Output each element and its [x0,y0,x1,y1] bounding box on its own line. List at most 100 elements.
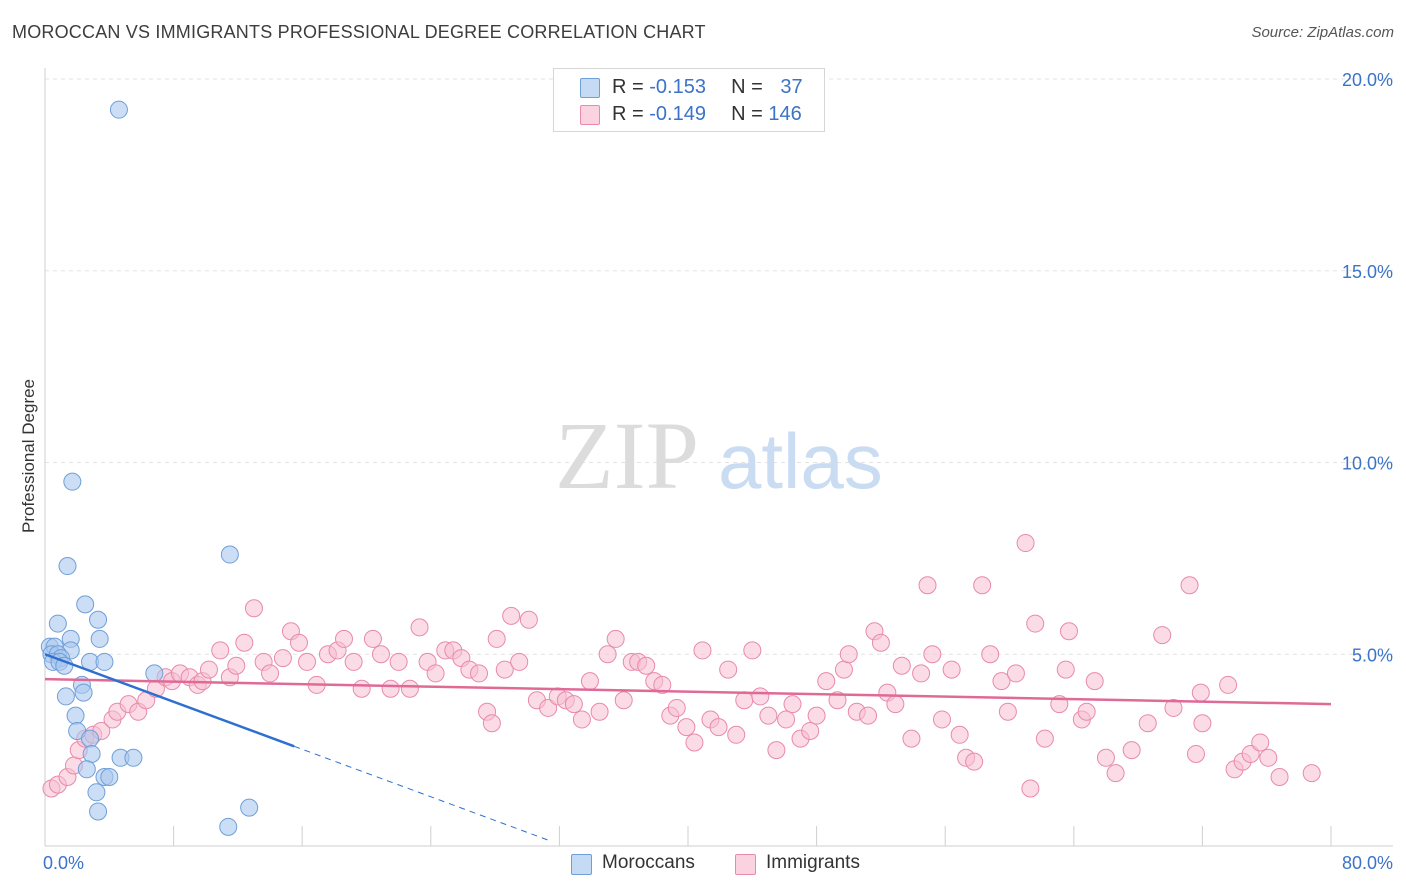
immigrants-point [932,710,951,729]
immigrants-point [298,652,317,671]
moroccans-point [81,729,100,748]
moroccans-series [40,100,259,836]
immigrants-point [751,687,770,706]
watermark: ZIP atlas [555,402,883,509]
immigrants-point [965,752,984,771]
immigrants-point [727,725,746,744]
immigrants-point [371,645,390,664]
immigrants-point [743,641,762,660]
immigrants-point [502,606,521,625]
immigrants-point [344,652,363,671]
watermark-atlas: atlas [718,417,883,505]
y-tick-label: 20.0% [1342,70,1393,90]
immigrants-point [1016,534,1035,553]
immigrants-point [539,698,558,717]
immigrants-point [1006,664,1025,683]
immigrants-point [1026,614,1045,633]
source-label: Source: ZipAtlas.com [1251,24,1394,41]
immigrants-point [912,664,931,683]
immigrants-point [1096,748,1115,767]
immigrants-point [892,656,911,675]
immigrants-series [42,534,1321,798]
immigrants-point [653,675,672,694]
immigrants-point [1164,698,1183,717]
bottom-swatch-immigrants [735,854,756,875]
immigrants-point [487,629,506,648]
x-tick-label-min: 0.0% [43,853,84,873]
moroccans-point [95,652,114,671]
immigrants-point [923,645,942,664]
immigrants-point [470,664,489,683]
immigrants-point [1122,741,1141,760]
moroccans-point [87,783,106,802]
moroccans-point [89,610,108,629]
immigrants-point [519,610,538,629]
legend-r-label: R = [612,76,650,98]
y-tick-label: 5.0% [1352,645,1393,665]
immigrants-point [817,672,836,691]
immigrants-point [572,710,591,729]
moroccans-point [90,629,109,648]
moroccans-point [76,595,95,614]
immigrants-point [199,660,218,679]
immigrants-point [950,725,969,744]
moroccans-point [219,817,238,836]
immigrants-point [580,672,599,691]
immigrants-point [1077,702,1096,721]
immigrants-point [719,660,738,679]
moroccans-point [82,744,101,763]
immigrants-point [942,660,961,679]
immigrants-point [1035,729,1054,748]
immigrants-point [606,629,625,648]
watermark-zip: ZIP [555,402,699,509]
immigrants-point [685,733,704,752]
immigrants-point [1193,714,1212,733]
immigrants-point [590,702,609,721]
immigrants-point [1021,779,1040,798]
immigrants-point [1186,744,1205,763]
immigrants-point [677,718,696,737]
chart-title: MOROCCAN VS IMMIGRANTS PROFESSIONAL DEGR… [12,22,706,42]
legend-r-value: -0.149 [649,103,706,125]
immigrants-point [1085,672,1104,691]
moroccans-point [100,767,119,786]
immigrants-point [998,702,1017,721]
legend-text-moroccans: R = -0.153 N = 37 [612,76,803,99]
legend-n-value: 146 [768,103,802,125]
immigrants-point [828,691,847,710]
immigrants-point [1056,660,1075,679]
moroccans-point [89,802,108,821]
moroccans-point [145,664,164,683]
moroccans-point [220,545,239,564]
immigrants-point [992,672,1011,691]
immigrants-point [1241,744,1260,763]
axes-layer [44,68,1393,847]
legend-r-value: -0.153 [649,76,706,98]
immigrants-point [510,652,529,671]
bottom-label-immigrants: Immigrants [766,852,860,873]
immigrants-point [871,633,890,652]
immigrants-point [777,710,796,729]
y-axis-title: Professional Degree [19,378,38,534]
bottom-label-moroccans: Moroccans [602,852,695,873]
immigrants-point [886,695,905,714]
immigrants-point [227,656,246,675]
immigrants-point [1138,714,1157,733]
legend-n-value: 37 [780,76,803,98]
legend-swatch-moroccans [580,78,600,98]
immigrants-point [637,656,656,675]
correlation-legend: R = -0.153 N = 37 R = -0.149 N = 146 [553,68,825,132]
immigrants-point [735,691,754,710]
immigrants-point [767,741,786,760]
y-tick-label: 15.0% [1342,262,1393,282]
legend-n-label: N = [731,103,769,125]
immigrants-point [1270,767,1289,786]
immigrants-point [1259,748,1278,767]
immigrants-point [1191,683,1210,702]
immigrants-point [564,695,583,714]
immigrants-point [709,718,728,737]
immigrants-point [400,679,419,698]
immigrants-point [261,664,280,683]
immigrants-point [381,679,400,698]
